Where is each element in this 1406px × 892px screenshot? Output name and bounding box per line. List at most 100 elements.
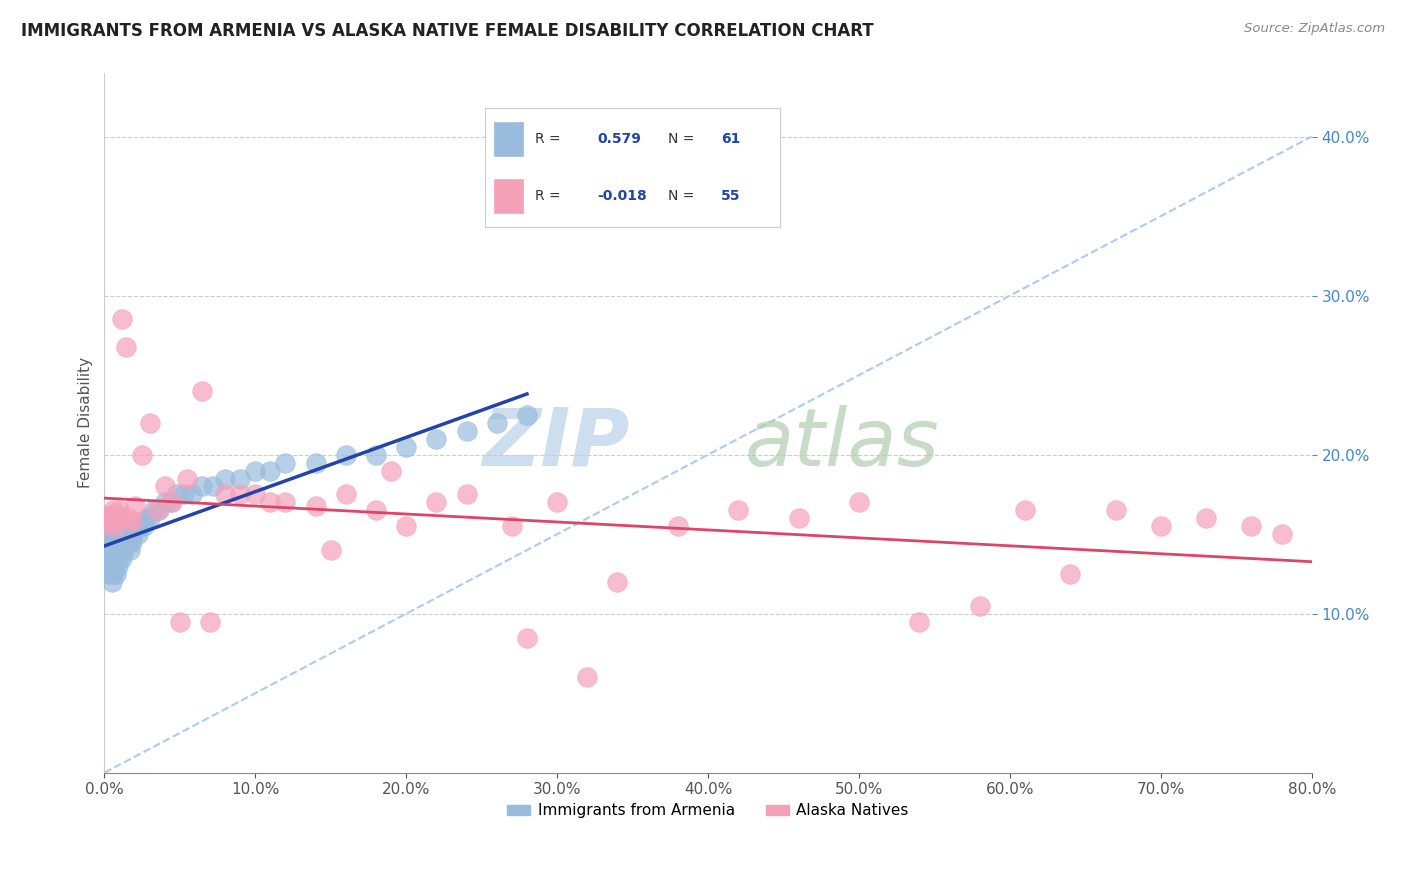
Point: [104, 559, 127, 574]
Point: [117, 535, 139, 549]
Point: [115, 527, 138, 541]
Point: [153, 495, 176, 509]
Point: [1240, 519, 1263, 533]
Point: [202, 479, 225, 493]
Point: [229, 471, 252, 485]
Point: [103, 543, 125, 558]
Point: [166, 487, 188, 501]
Point: [305, 456, 328, 470]
Point: [138, 416, 160, 430]
Point: [129, 519, 152, 533]
Point: [576, 670, 599, 684]
Point: [245, 487, 267, 501]
Legend: Immigrants from Armenia, Alaska Natives: Immigrants from Armenia, Alaska Natives: [502, 797, 915, 824]
Point: [191, 479, 214, 493]
Point: [132, 519, 155, 533]
Point: [335, 487, 357, 501]
Point: [364, 448, 387, 462]
Point: [124, 519, 146, 533]
Text: IMMIGRANTS FROM ARMENIA VS ALASKA NATIVE FEMALE DISABILITY CORRELATION CHART: IMMIGRANTS FROM ARMENIA VS ALASKA NATIVE…: [21, 22, 873, 40]
Point: [191, 384, 214, 398]
Point: [143, 503, 166, 517]
Point: [1014, 503, 1036, 517]
Y-axis label: Female Disability: Female Disability: [79, 358, 93, 489]
Point: [105, 543, 128, 558]
Point: [245, 464, 267, 478]
Point: [485, 416, 508, 430]
Point: [848, 495, 870, 509]
Text: atlas: atlas: [744, 405, 939, 483]
Point: [1195, 511, 1218, 525]
Point: [1270, 527, 1292, 541]
Point: [114, 339, 136, 353]
Point: [101, 515, 124, 529]
Point: [96, 511, 118, 525]
Point: [666, 519, 689, 533]
Point: [96, 511, 118, 525]
Point: [100, 508, 122, 522]
Point: [111, 551, 134, 566]
Point: [969, 599, 991, 613]
Point: [727, 503, 749, 517]
Point: [138, 511, 160, 525]
Point: [173, 487, 195, 501]
Point: [162, 495, 184, 509]
Point: [259, 495, 281, 509]
Point: [110, 543, 132, 558]
Point: [456, 487, 478, 501]
Point: [100, 519, 122, 533]
Point: [131, 448, 153, 462]
Point: [516, 631, 538, 645]
Point: [122, 527, 145, 541]
Point: [107, 535, 129, 549]
Point: [97, 515, 120, 529]
Point: [104, 535, 127, 549]
Point: [94, 559, 117, 574]
Point: [105, 566, 128, 581]
Point: [319, 543, 342, 558]
Point: [101, 551, 124, 566]
Point: [114, 535, 136, 549]
Point: [274, 495, 297, 509]
Point: [94, 535, 117, 549]
Point: [159, 495, 181, 509]
Point: [501, 519, 523, 533]
Point: [146, 503, 169, 517]
Point: [169, 615, 191, 629]
Point: [380, 464, 402, 478]
Point: [96, 527, 118, 541]
Point: [305, 499, 328, 513]
Point: [148, 503, 170, 517]
Point: [108, 503, 131, 517]
Point: [108, 551, 131, 566]
Point: [108, 527, 131, 541]
Point: [606, 574, 628, 589]
Point: [395, 440, 418, 454]
Point: [546, 495, 568, 509]
Point: [127, 527, 149, 541]
Point: [214, 471, 236, 485]
Point: [100, 535, 122, 549]
Point: [135, 511, 157, 525]
Text: ZIP: ZIP: [482, 405, 630, 483]
Point: [121, 535, 143, 549]
Point: [107, 559, 129, 574]
Point: [97, 566, 120, 581]
Point: [364, 503, 387, 517]
Point: [104, 511, 127, 525]
Point: [259, 464, 281, 478]
Point: [107, 508, 129, 522]
Point: [112, 543, 135, 558]
Point: [787, 511, 810, 525]
Point: [94, 519, 117, 533]
Point: [121, 515, 143, 529]
Point: [214, 487, 236, 501]
Point: [101, 574, 124, 589]
Point: [456, 424, 478, 438]
Point: [198, 615, 221, 629]
Point: [176, 471, 198, 485]
Point: [1104, 503, 1126, 517]
Point: [103, 566, 125, 581]
Point: [516, 408, 538, 422]
Point: [97, 519, 120, 533]
